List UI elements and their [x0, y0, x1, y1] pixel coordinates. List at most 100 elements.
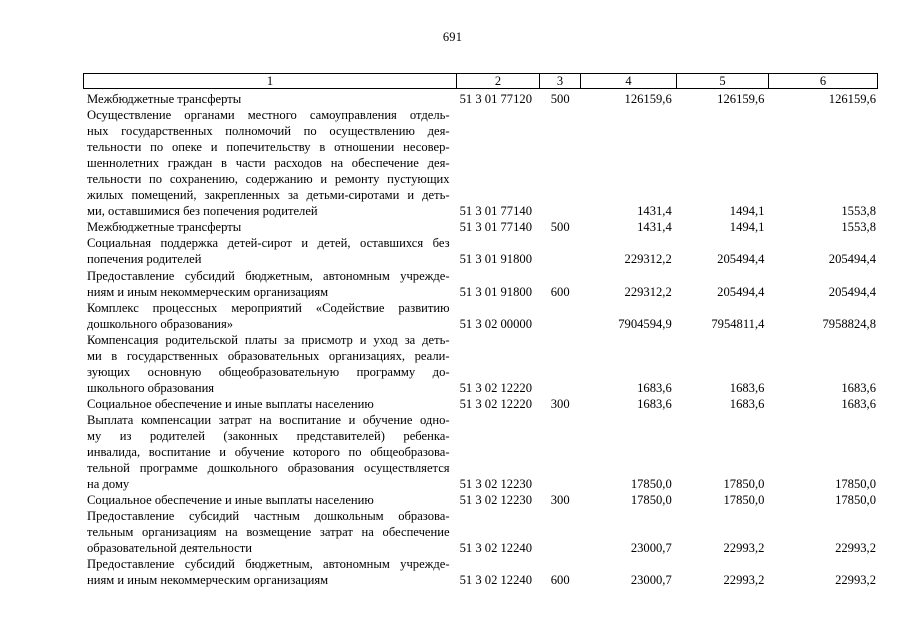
row-type-cell: 600 — [550, 284, 570, 299]
row-name-line: Предоставление субсидий частным дошкольн… — [87, 509, 450, 524]
page-number: 691 — [442, 30, 463, 44]
row-value-6-cell: 1683,6 — [841, 380, 876, 395]
row-name-line: жилых помещений, закрепленных за детьми-… — [87, 188, 450, 203]
row-code-cell: 51 3 02 12220 — [459, 396, 532, 411]
row-name-line: ми, оставшимися без попечения родителей — [87, 204, 318, 219]
row-code-cell: 51 3 02 12230 — [459, 477, 532, 492]
column-header-3: 3 — [539, 73, 581, 89]
row-code-cell: 51 3 02 12240 — [459, 573, 532, 588]
row-name-line: Выплата компенсации затрат на воспитание… — [87, 412, 450, 427]
row-name-line: ми в государственных образовательных орг… — [87, 348, 450, 363]
table-row: Межбюджетные трансферты 51 3 01 77120 500 1… — [83, 91, 880, 107]
row-name-cell: Социальная поддержка детей-сирот и детей… — [83, 235, 456, 267]
row-value-4-cell: 1431,4 — [637, 204, 672, 219]
row-name-line: дошкольного образования» — [87, 316, 234, 331]
row-name-cell: Предоставление субсидий частным дошкольн… — [83, 508, 456, 556]
row-value-4-cell: 17850,0 — [630, 493, 672, 508]
row-name-line: шеннолетних граждан в части расходов на … — [87, 156, 450, 171]
column-header-5: 5 — [676, 73, 769, 89]
table-row: Выплата компенсации затрат на воспитание… — [83, 412, 880, 492]
row-value-4-cell: 1683,6 — [637, 380, 672, 395]
row-name-cell: Социальное обеспечение и иные выплаты на… — [83, 492, 456, 508]
row-value-4-cell: 17850,0 — [630, 477, 672, 492]
row-code-cell: 51 3 01 77140 — [459, 220, 532, 235]
row-code-cell: 51 3 02 12240 — [459, 541, 532, 556]
table-row: Осуществление органами местного самоупра… — [83, 107, 880, 219]
budget-table: 1 2 3 4 5 6 Межбюджетные трансферты 51 3 … — [83, 73, 880, 588]
row-name-line: ниям и иным некоммерческим организациям — [87, 573, 329, 588]
row-name-line: на дому — [87, 477, 130, 492]
row-value-6-cell: 1553,8 — [841, 204, 876, 219]
row-value-6-cell: 17850,0 — [835, 493, 876, 508]
row-type-cell: 300 — [550, 396, 570, 411]
row-value-5-cell: 1494,1 — [729, 220, 765, 235]
row-name-cell: Компенсация родительской платы за присмо… — [83, 332, 456, 396]
row-value-6-cell: 17850,0 — [835, 477, 876, 492]
row-name-line: Комплекс процессных мероприятий «Содейст… — [87, 300, 450, 315]
row-name-cell: Предоставление субсидий бюджетным, автон… — [83, 556, 456, 588]
table-body: Межбюджетные трансферты 51 3 01 77120 500 1… — [83, 89, 880, 588]
row-value-4-cell: 229312,2 — [624, 284, 672, 299]
row-name-line: школьного образования — [87, 380, 215, 395]
row-code-cell: 51 3 01 77120 — [459, 92, 532, 106]
row-value-6-cell: 22993,2 — [835, 541, 876, 556]
row-name-line: Межбюджетные трансферты — [87, 220, 242, 235]
column-header-4: 4 — [580, 73, 677, 89]
table-row: Предоставление субсидий бюджетным, автон… — [83, 556, 880, 588]
row-value-5-cell: 17850,0 — [723, 493, 765, 508]
row-name-cell: Выплата компенсации затрат на воспитание… — [83, 412, 456, 492]
row-value-4-cell: 229312,2 — [624, 252, 672, 267]
row-value-4-cell: 1683,6 — [637, 396, 672, 411]
row-value-6-cell: 126159,6 — [828, 92, 876, 106]
row-name-line: инвалида, воспитание и обучение которого… — [87, 445, 450, 460]
row-value-5-cell: 7954811,4 — [711, 316, 765, 331]
table-row: Предоставление субсидий частным дошкольн… — [83, 508, 880, 556]
row-value-6-cell: 7958824,8 — [822, 316, 876, 331]
row-name-line: Социальное обеспечение и иные выплаты на… — [87, 493, 374, 508]
row-value-4-cell: 126159,6 — [624, 92, 672, 106]
row-name-line: тельности по сохранению, содержанию и ре… — [87, 172, 450, 187]
table-row: Социальное обеспечение и иные выплаты на… — [83, 492, 880, 508]
table-row: Межбюджетные трансферты 51 3 01 77140 500 1… — [83, 219, 880, 235]
row-name-line: Социальная поддержка детей-сирот и детей… — [87, 236, 450, 251]
row-name-line: зующих основную общеобразовательную прог… — [87, 364, 450, 379]
row-name-cell: Межбюджетные трансферты — [83, 91, 456, 107]
row-code-cell: 51 3 02 12220 — [459, 380, 532, 395]
row-type-cell: 600 — [550, 573, 570, 588]
row-name-line: Социальное обеспечение и иные выплаты на… — [87, 396, 374, 411]
row-value-6-cell: 205494,4 — [828, 252, 876, 267]
row-value-5-cell: 22993,2 — [723, 541, 765, 556]
row-type-cell: 500 — [550, 220, 570, 235]
row-name-line: тельной программе дошкольного образовани… — [87, 461, 450, 476]
row-name-cell: Комплекс процессных мероприятий «Содейст… — [83, 300, 456, 332]
table-row: Комплекс процессных мероприятий «Содейст… — [83, 300, 880, 332]
row-name-line: ных государственных полномочий по осущес… — [87, 124, 450, 139]
row-value-5-cell: 22993,2 — [723, 573, 765, 588]
table-row: Предоставление субсидий бюджетным, автон… — [83, 268, 880, 300]
row-value-4-cell: 23000,7 — [630, 573, 672, 588]
row-name-line: Предоставление субсидий бюджетным, автон… — [87, 268, 450, 283]
row-name-cell: Предоставление субсидий бюджетным, автон… — [83, 268, 456, 300]
row-code-cell: 51 3 01 91800 — [459, 252, 532, 267]
row-name-line: ниям и иным некоммерческим организациям — [87, 284, 329, 299]
row-value-5-cell: 1494,1 — [729, 204, 765, 219]
row-type-cell: 500 — [550, 92, 570, 106]
row-value-4-cell: 1431,4 — [637, 220, 672, 235]
row-name-line: Компенсация родительской платы за присмо… — [87, 332, 450, 347]
row-code-cell: 51 3 01 91800 — [459, 284, 532, 299]
row-value-5-cell: 205494,4 — [717, 252, 765, 267]
row-value-5-cell: 1683,6 — [729, 380, 765, 395]
row-name-line: му из родителей (законных представителей… — [87, 428, 450, 443]
row-value-6-cell: 205494,4 — [828, 284, 876, 299]
row-name-line: Предоставление субсидий бюджетным, автон… — [87, 557, 450, 572]
table-row: Компенсация родительской платы за присмо… — [83, 332, 880, 396]
row-name-line: тельным организациям на возмещение затра… — [87, 525, 450, 540]
row-name-line: Осуществление органами местного самоупра… — [87, 108, 450, 123]
row-name-line: попечения родителей — [87, 252, 202, 267]
row-code-cell: 51 3 01 77140 — [459, 204, 532, 219]
column-header-6: 6 — [768, 73, 878, 89]
table-column-header-row: 1 2 3 4 5 6 — [83, 73, 880, 89]
row-type-cell: 300 — [550, 493, 570, 508]
column-header-1: 1 — [83, 73, 457, 89]
row-value-4-cell: 7904594,9 — [618, 316, 672, 331]
